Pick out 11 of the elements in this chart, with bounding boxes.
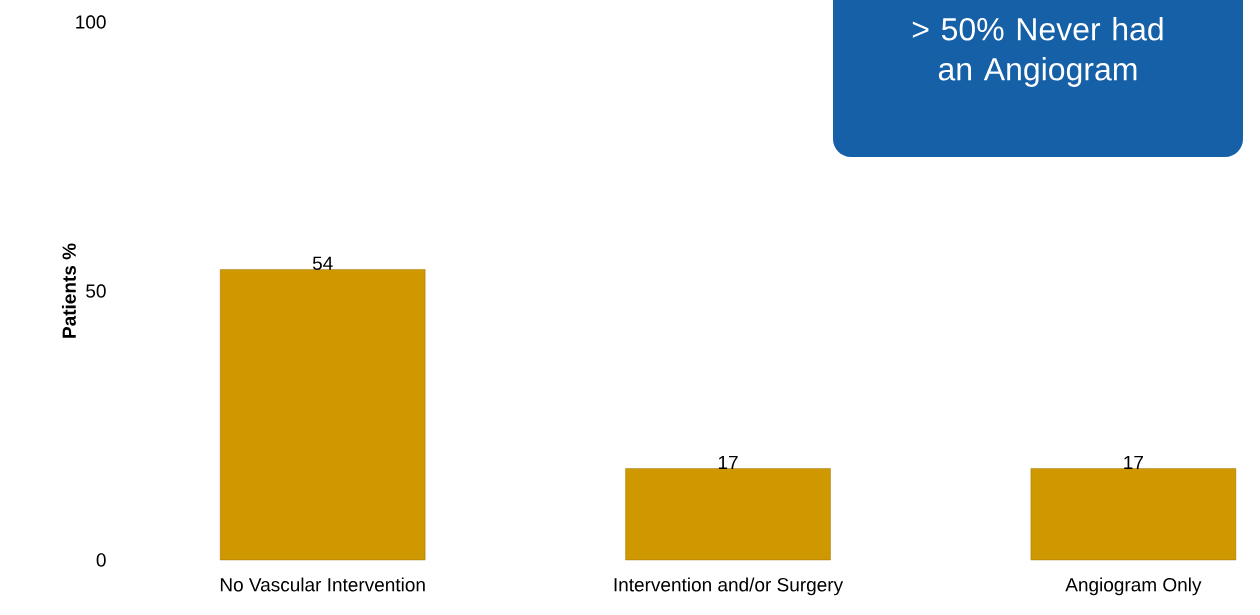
data-label: 54 bbox=[312, 256, 333, 270]
data-label: 17 bbox=[718, 455, 738, 469]
x-tick-label: Angiogram Only bbox=[1065, 577, 1202, 596]
data-label: 17 bbox=[1124, 455, 1143, 469]
y-tick-label: 0 bbox=[96, 553, 106, 567]
y-tick-label: 50 bbox=[86, 284, 106, 298]
y-tick-label: 100 bbox=[76, 15, 106, 29]
x-tick-label: Intervention and/or Surgery bbox=[614, 577, 844, 596]
y-axis-title: Patients % bbox=[61, 243, 76, 338]
x-tick-label: No Vascular Intervention bbox=[220, 577, 425, 592]
annotation: > 50% Never had an Angiogram bbox=[912, 17, 1163, 87]
